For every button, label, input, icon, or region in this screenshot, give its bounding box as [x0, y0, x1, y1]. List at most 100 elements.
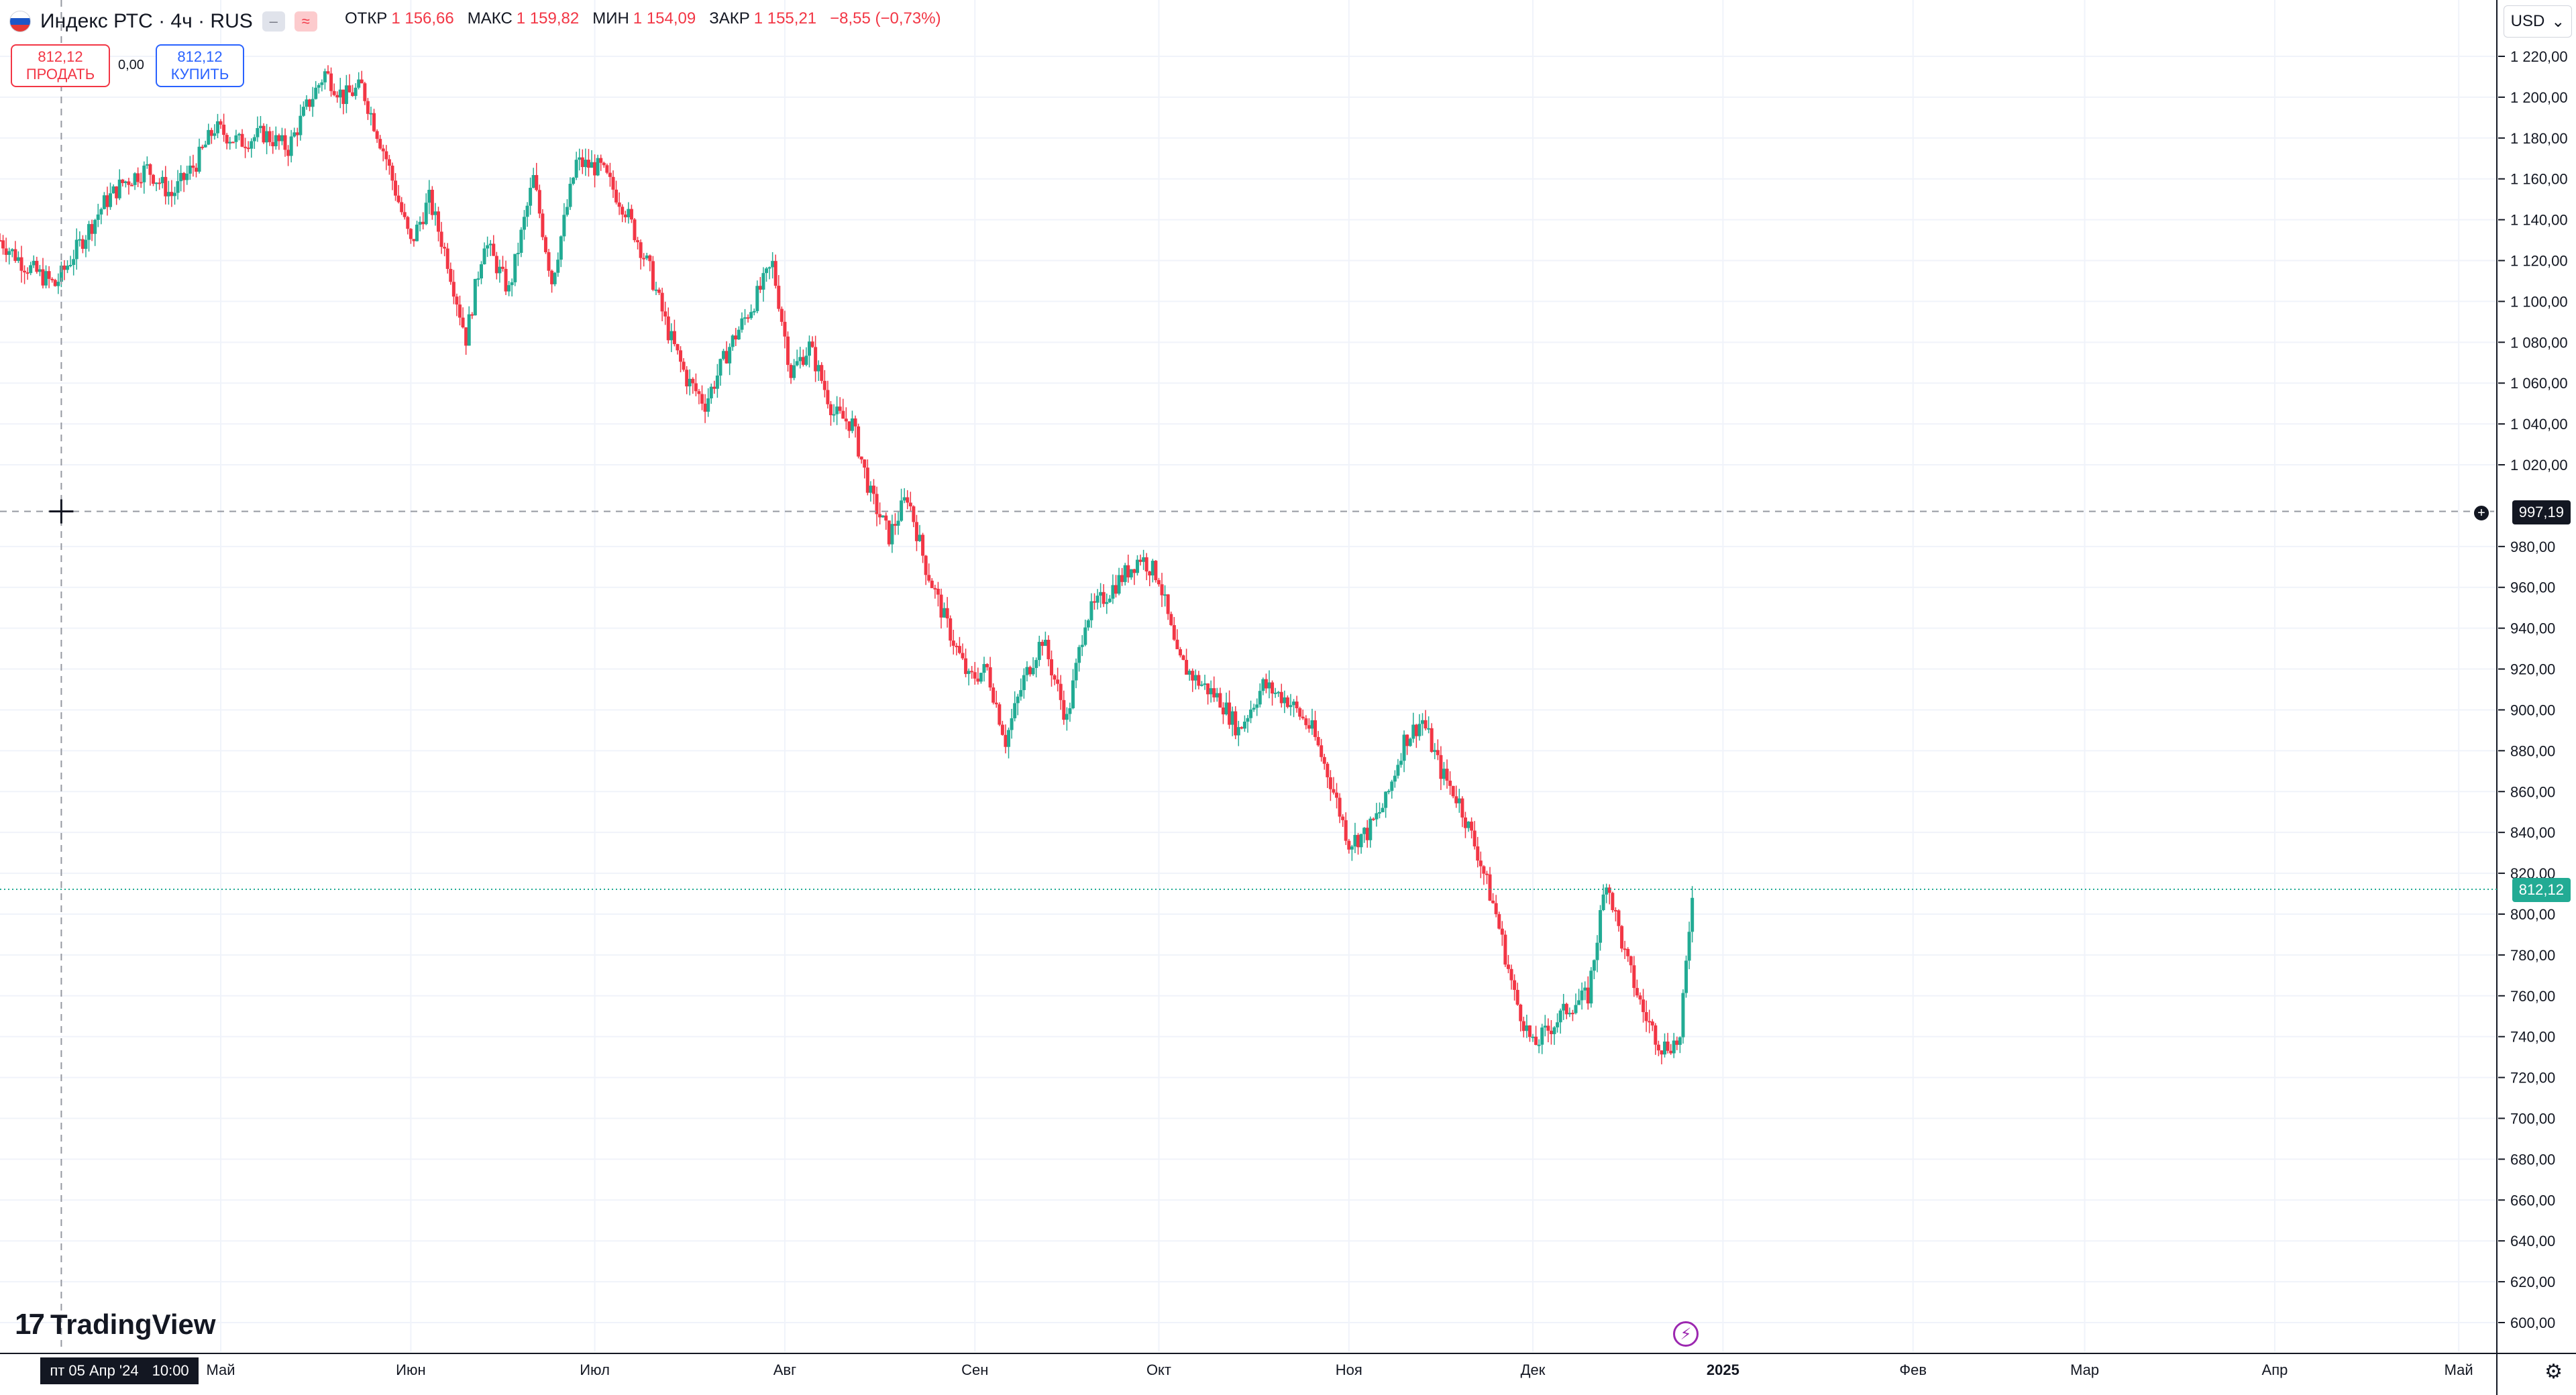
- candle-body: [280, 135, 284, 142]
- candle-body: [1267, 682, 1271, 689]
- candle-body: [820, 365, 824, 381]
- candle-body: [1071, 680, 1075, 708]
- candle-body: [1644, 1012, 1648, 1021]
- candle-body: [378, 139, 382, 149]
- candle-body: [1016, 696, 1020, 704]
- sell-button[interactable]: 812,12 ПРОДАТЬ: [11, 44, 110, 87]
- candle-body: [295, 132, 299, 135]
- hide-indicators-button[interactable]: –: [262, 11, 285, 32]
- compare-button[interactable]: ≈: [294, 11, 317, 32]
- sell-label: ПРОДАТЬ: [25, 66, 95, 82]
- candle-body: [1193, 675, 1197, 681]
- candle-body: [826, 390, 830, 404]
- candle-body: [927, 575, 931, 581]
- candle-body: [219, 121, 223, 125]
- candle-body: [1500, 928, 1504, 935]
- y-tick-label: 960,00: [2510, 579, 2555, 596]
- price-axis: 1 220,00 1 200,00 1 180,00 1 160,00 1 140,00…: [2496, 0, 2568, 1395]
- candle-body: [556, 260, 560, 273]
- candle-body: [1228, 702, 1232, 725]
- candle-body: [1488, 874, 1492, 901]
- candle-body: [979, 673, 983, 682]
- candle-body: [706, 398, 710, 412]
- candle-body: [535, 175, 539, 190]
- candle-body: [332, 91, 336, 95]
- candle-body: [1402, 734, 1406, 761]
- candle-body: [728, 347, 732, 364]
- candle-body: [642, 258, 646, 260]
- candle-body: [859, 456, 863, 460]
- candle-body: [900, 500, 904, 521]
- y-tick-label: 760,00: [2510, 988, 2555, 1005]
- candle-body: [1626, 948, 1630, 956]
- candle-body: [1242, 721, 1246, 729]
- candle-body: [308, 99, 312, 107]
- candle-body: [1043, 639, 1047, 647]
- y-tick-label: 780,00: [2510, 947, 2555, 964]
- candle-body: [1417, 724, 1421, 736]
- add-alert-icon[interactable]: +: [2473, 504, 2490, 522]
- candle-body: [1132, 569, 1136, 573]
- candle-body: [857, 426, 861, 457]
- candle-body: [23, 270, 27, 273]
- candle-body: [970, 671, 974, 673]
- candle-body: [430, 189, 434, 215]
- candle-body: [56, 282, 60, 286]
- lightning-icon[interactable]: ⚡: [1673, 1321, 1699, 1347]
- candle-body: [1068, 708, 1072, 714]
- candle-body: [694, 383, 698, 392]
- gear-icon[interactable]: ⚙: [2544, 1361, 2563, 1383]
- candle-body: [203, 144, 207, 148]
- candle-body: [1185, 659, 1189, 675]
- candle-body: [228, 142, 232, 144]
- candle-body: [1359, 834, 1363, 848]
- candle-body: [1230, 711, 1234, 725]
- candle-body: [584, 160, 588, 168]
- candle-body: [1236, 727, 1240, 736]
- candle-body: [1515, 989, 1519, 1005]
- tradingview-logo[interactable]: 17 TradingView: [15, 1308, 216, 1341]
- candle-body: [1690, 897, 1695, 932]
- candle-body: [1034, 660, 1038, 668]
- candle-body: [1258, 691, 1262, 705]
- candle-body: [1666, 1042, 1670, 1051]
- candle-body: [1436, 750, 1440, 755]
- candle-body: [96, 214, 100, 220]
- candle-body: [19, 257, 23, 271]
- candle-body: [38, 269, 42, 272]
- candle-body: [896, 520, 900, 526]
- candle-body: [614, 189, 619, 203]
- x-tick-label: Фев: [1899, 1361, 1927, 1378]
- candle-body: [1062, 700, 1066, 720]
- candle-body: [617, 202, 621, 207]
- candle-body: [1347, 840, 1351, 850]
- symbol-title[interactable]: Индекс РТС · 4ч · RUS: [40, 10, 253, 32]
- candle-body: [105, 195, 109, 207]
- candle-body: [593, 162, 597, 176]
- currency-select[interactable]: USD ⌄: [2504, 5, 2572, 38]
- buy-button[interactable]: 812,12 КУПИТЬ: [156, 44, 244, 87]
- candle-body: [863, 459, 867, 468]
- candle-body: [74, 239, 78, 260]
- candle-body: [951, 640, 955, 646]
- candle-body: [685, 370, 689, 387]
- candle-body: [1295, 702, 1299, 708]
- candle-body: [1010, 718, 1014, 730]
- candle-body: [504, 268, 508, 292]
- candle-body: [341, 89, 345, 105]
- candle-body: [246, 148, 250, 150]
- x-tick-label: Окт: [1146, 1361, 1171, 1378]
- candle-body: [170, 192, 174, 197]
- candle-body: [1252, 708, 1256, 710]
- candle-body: [127, 181, 131, 185]
- candle-body: [1249, 709, 1253, 718]
- candle-body: [765, 268, 769, 274]
- x-tick-label: Дек: [1521, 1361, 1546, 1378]
- candle-body: [660, 292, 664, 312]
- candle-body: [292, 132, 297, 137]
- candle-body: [1586, 987, 1590, 1004]
- y-tick-label: 1 220,00: [2510, 48, 2568, 65]
- candle-body: [400, 202, 404, 213]
- candle-body: [1332, 789, 1336, 793]
